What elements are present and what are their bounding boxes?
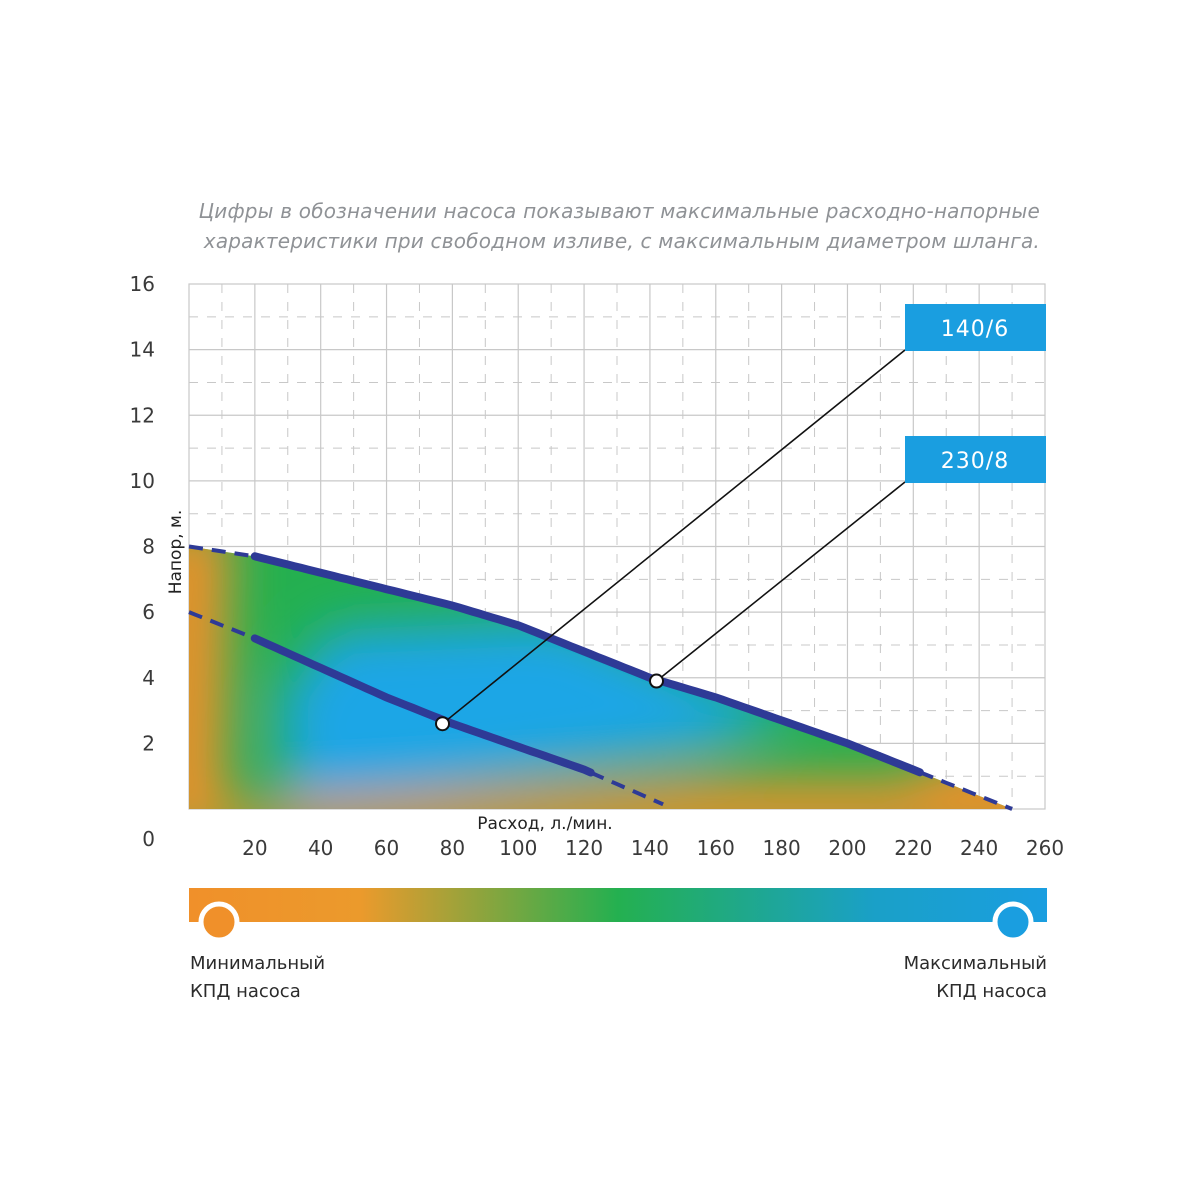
x-tick-label: 20 [242, 836, 267, 860]
y-tick-label: 12 [130, 403, 155, 427]
series-dashed-start [188, 610, 256, 641]
description-line-2: характеристики при свободном изливе, с м… [203, 229, 1040, 253]
series-label-box [905, 436, 1046, 483]
callout-leader [656, 481, 906, 682]
max-efficiency-legend: Максимальный КПД насоса [850, 950, 1047, 1006]
x-tick-label: 80 [440, 836, 465, 860]
x-tick-label: 140 [631, 836, 669, 860]
max-efficiency-label-line2: КПД насоса [936, 981, 1047, 1002]
x-tick-label: 120 [565, 836, 603, 860]
x-tick-label: 240 [960, 836, 998, 860]
max-efficiency-marker [992, 901, 1034, 943]
min-efficiency-marker [198, 901, 240, 943]
region-low-efficiency-left [189, 546, 230, 809]
y-tick-label: 4 [142, 666, 155, 690]
series-dashed-end [589, 770, 664, 807]
x-tick-label: 220 [894, 836, 932, 860]
y-tick-label: 8 [142, 535, 155, 559]
series-label-text: 140/6 [941, 317, 1009, 342]
x-tick-label: 160 [697, 836, 735, 860]
x-tick-label: 100 [499, 836, 537, 860]
series-marker [649, 673, 665, 689]
y-tick-label: 0 [142, 827, 155, 851]
min-efficiency-label-line1: Минимальный [190, 953, 326, 974]
region-low-efficiency-bottom [189, 780, 1013, 809]
axis-ticks: 20 40 60 80 100 120 140 160 180 200 220 240 260 0 2 4 6 8… [130, 272, 1065, 860]
x-tick-label: 180 [763, 836, 801, 860]
series-dashed-end [919, 770, 1013, 811]
series-callouts: 140/6 230/8 [435, 304, 1046, 732]
pump-curves [188, 544, 1013, 811]
description-line-1: Цифры в обозначении насоса показывают ма… [198, 199, 1040, 223]
series-marker [435, 716, 451, 732]
y-tick-label: 2 [142, 731, 155, 755]
y-tick-label: 6 [142, 600, 155, 624]
x-tick-label: 200 [828, 836, 866, 860]
series-label-text: 230/8 [941, 449, 1009, 474]
y-axis-label: Напор, м. [166, 510, 186, 595]
callout-leader [442, 349, 906, 725]
min-efficiency-legend: Минимальный КПД насоса [190, 950, 325, 1006]
efficiency-scale-bar [189, 888, 1047, 922]
series-label-box [905, 304, 1046, 351]
series-curve-230/8 [250, 552, 924, 777]
x-axis-label: Расход, л./мин. [477, 814, 612, 834]
y-tick-label: 10 [130, 469, 155, 493]
y-tick-label: 16 [130, 272, 155, 296]
x-tick-label: 60 [374, 836, 399, 860]
region-low-efficiency-right [880, 760, 1013, 809]
x-tick-label: 260 [1026, 836, 1064, 860]
region-high-efficiency [280, 620, 800, 800]
series-dashed-start [188, 544, 256, 559]
min-efficiency-label-line2: КПД насоса [190, 981, 301, 1002]
max-efficiency-label-line1: Максимальный [903, 953, 1047, 974]
x-tick-label: 40 [308, 836, 333, 860]
series-curve-140/6 [250, 634, 595, 777]
y-tick-label: 14 [130, 338, 155, 362]
